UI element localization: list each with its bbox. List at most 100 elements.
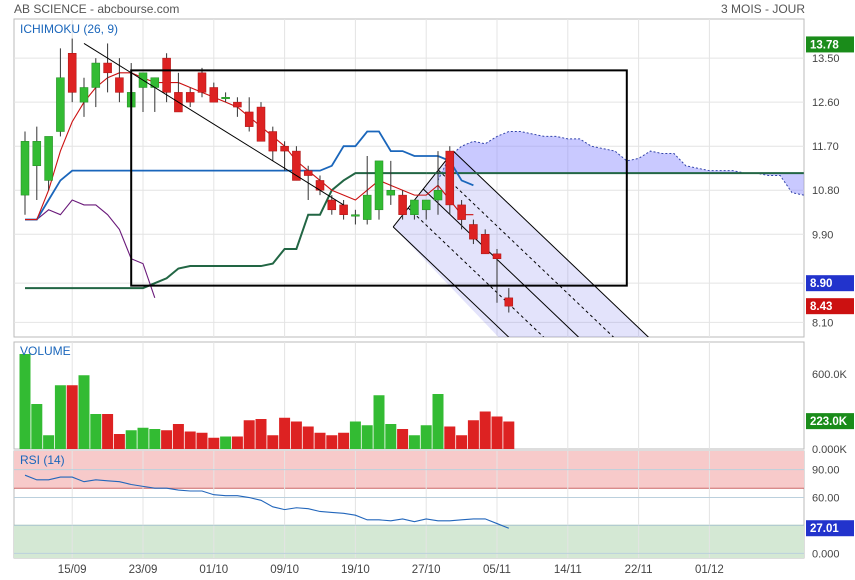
volume-bar — [267, 435, 279, 449]
volume-bar — [243, 420, 255, 449]
candle-up — [20, 141, 30, 196]
candle-up — [374, 160, 384, 211]
candle-down — [103, 62, 112, 74]
candle-up — [433, 189, 443, 201]
candle-down — [268, 131, 278, 152]
volume-bar — [302, 426, 314, 449]
candle-down — [233, 101, 242, 108]
y-tick-label: 9.90 — [812, 229, 833, 241]
ichimoku-cloud — [437, 131, 804, 196]
candle-up — [32, 141, 42, 167]
rsi-value-labels: 27.01 — [806, 520, 854, 537]
candle-down — [457, 204, 466, 220]
x-tick-label: 01/10 — [199, 564, 228, 576]
volume-bar — [479, 411, 491, 449]
x-axis: 15/09 23/09 01/10 09/10 19/10 27/10 05/11 14/11… — [58, 564, 724, 576]
volume-bar — [279, 417, 291, 449]
drawing-annotations — [83, 43, 628, 287]
senkou-b-line — [25, 172, 427, 290]
volume-panel-title: VOLUME — [20, 344, 71, 358]
candle-down — [185, 92, 195, 103]
rsi-line — [24, 474, 510, 529]
volume-bar — [220, 436, 232, 449]
candle-up — [56, 77, 65, 132]
candle-down — [492, 253, 502, 259]
candle-down — [209, 87, 219, 103]
candle-up — [421, 199, 431, 211]
candle-down — [197, 72, 207, 93]
volume-bar — [385, 424, 397, 449]
candle-down — [445, 150, 455, 206]
volume-bar — [444, 426, 456, 449]
volume-y-ticks: 0.000K 223.0K 600.0K — [812, 369, 848, 456]
candle-down — [256, 106, 266, 142]
candle-down — [280, 145, 289, 152]
y-tick-label: 60.00 — [812, 493, 840, 505]
volume-bar — [102, 414, 114, 449]
candle-up — [221, 97, 230, 100]
x-tick-label: 14/11 — [554, 564, 582, 576]
ichimoku-panel: ICHIMOKU (26, 9) 8.108.909.9010.8011.701… — [13, 18, 854, 338]
volume-bar — [456, 435, 468, 449]
y-tick-label: 90.00 — [812, 465, 840, 477]
channel-line — [452, 150, 650, 337]
y-tick-label: 10.80 — [812, 185, 840, 197]
volume-bar — [43, 435, 55, 449]
candle-down — [292, 150, 301, 181]
volume-bar — [432, 394, 444, 449]
x-tick-label: 09/10 — [270, 564, 299, 576]
value-label: 27.01 — [810, 523, 839, 535]
ichimoku-panel-frame — [13, 18, 805, 338]
x-tick-label: 23/09 — [129, 564, 158, 576]
candle-up — [362, 194, 372, 220]
ichimoku-panel-title: ICHIMOKU (26, 9) — [20, 22, 118, 36]
ichimoku-value-labels: 13.78 8.90 8.43 — [806, 36, 854, 315]
volume-bar — [491, 416, 503, 449]
candle-down — [504, 297, 514, 307]
chart-title: AB SCIENCE - abcbourse.com — [14, 2, 179, 16]
candle-down — [162, 57, 171, 93]
x-tick-label: 22/11 — [625, 564, 653, 576]
value-label: 8.43 — [810, 301, 832, 313]
chikou-line — [25, 199, 156, 299]
y-tick-label: 8.10 — [812, 317, 833, 329]
volume-bar — [231, 436, 243, 449]
volume-bar — [361, 425, 373, 449]
volume-bar — [373, 395, 385, 449]
x-tick-label: 19/10 — [341, 564, 370, 576]
y-tick-label: 12.60 — [812, 97, 840, 109]
value-label-box — [806, 275, 854, 292]
annotation-rectangle — [130, 69, 628, 287]
candle-up — [410, 199, 419, 215]
volume-bar — [326, 435, 338, 449]
rsi-panel-title: RSI (14) — [20, 453, 65, 467]
volume-bar — [125, 430, 137, 449]
period-label: 3 MOIS - JOUR — [721, 2, 805, 16]
volume-bar — [349, 421, 361, 449]
volume-bar — [161, 430, 173, 449]
volume-bar — [290, 421, 302, 449]
volume-bar — [255, 419, 267, 449]
candle-down — [115, 77, 124, 93]
volume-bars — [19, 354, 515, 449]
volume-bar — [137, 427, 149, 449]
volume-bar — [172, 424, 184, 449]
regression-channel — [392, 150, 650, 337]
volume-bar — [420, 425, 432, 449]
volume-bar — [408, 435, 420, 449]
candle-down — [398, 194, 407, 215]
candle-up — [91, 62, 101, 88]
candle-up — [44, 136, 53, 181]
rsi-polyline — [24, 474, 510, 529]
candle-up — [386, 189, 396, 196]
x-tick-label: 15/09 — [58, 564, 87, 576]
value-label-box — [806, 298, 854, 315]
volume-bar — [184, 431, 196, 449]
volume-bar — [314, 432, 326, 449]
volume-bar — [113, 434, 125, 449]
channel-line — [392, 226, 510, 337]
kumo-cloud — [438, 131, 804, 196]
